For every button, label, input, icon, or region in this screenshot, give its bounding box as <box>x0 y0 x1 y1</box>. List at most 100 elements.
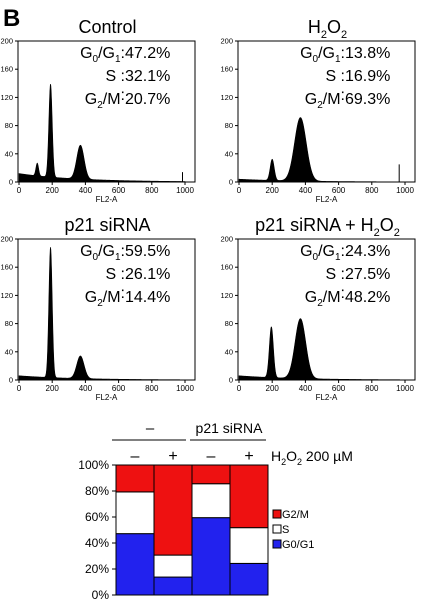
bar-segment <box>191 464 231 485</box>
plot-frame <box>17 40 196 183</box>
legend: G2/M S G0/G1 <box>272 509 314 551</box>
stat-value: 48.2% <box>345 289 390 306</box>
x-tick-label: 800 <box>365 384 379 393</box>
y-tick-label: 0% <box>92 588 110 602</box>
stat-value: 14.4% <box>125 289 170 306</box>
histogram-area <box>18 83 186 183</box>
y-tick-label: 60% <box>85 510 109 524</box>
stat-label: G2/M: <box>85 87 125 111</box>
plot-frame <box>237 40 416 183</box>
x-tick-label: 200 <box>266 384 280 393</box>
stat-value: 32.1% <box>125 68 170 85</box>
stat-label: G2/M: <box>305 285 345 309</box>
stat-label: G0/G1: <box>300 243 345 263</box>
x-tick-label: 600 <box>112 186 126 195</box>
panel-letter: B <box>3 5 20 32</box>
y-tick-label: 80 <box>225 121 233 130</box>
x-tick-label: 200 <box>46 384 60 393</box>
y-tick-label: 40 <box>5 347 13 356</box>
legend-swatch <box>272 539 282 549</box>
bar-segment <box>229 527 269 564</box>
stat-label: G0/G1: <box>80 45 125 65</box>
stat-value: 47.2% <box>125 45 170 62</box>
x-tick-label: 0 <box>237 384 242 393</box>
bar-segment <box>153 554 193 578</box>
y-tick-label: 0 <box>229 376 233 385</box>
legend-label: G2/M <box>282 509 309 521</box>
y-tick-label: 0 <box>9 178 13 187</box>
x-axis-label: FL2-A <box>316 393 338 402</box>
y-tick-label: 120 <box>220 291 233 300</box>
bar-segment <box>229 562 269 596</box>
x-tick-label: 1000 <box>176 384 194 393</box>
stat-value: 26.1% <box>125 266 170 283</box>
bar-segment <box>153 576 193 596</box>
bar-segment <box>115 464 155 493</box>
group-label-control: – <box>146 420 155 437</box>
y-tick-label: 160 <box>0 65 13 74</box>
y-tick-label: 200 <box>220 37 233 46</box>
stat-label: G2/M: <box>305 87 345 111</box>
y-tick-label: 0 <box>229 178 233 187</box>
stat-value: 20.7% <box>125 91 170 108</box>
y-tick-label: 80 <box>5 319 13 328</box>
stat-label: S : <box>325 266 345 283</box>
panel-title: p21 siRNA + H2O2 <box>255 215 400 239</box>
panel-title: H2O2 <box>308 17 347 41</box>
y-tick-label: 40 <box>5 149 13 158</box>
y-tick-label: 200 <box>0 235 13 244</box>
x-tick-label: 0 <box>17 384 22 393</box>
x-tick-label: 0 <box>237 186 242 195</box>
bar-segment <box>153 464 193 556</box>
bar-segment <box>191 517 231 596</box>
y-tick-label: 80 <box>5 121 13 130</box>
y-tick-label: 40 <box>225 347 233 356</box>
stat-label: G0/G1: <box>80 243 125 263</box>
h2o2-dose-label: H2O2 200 µM <box>271 448 353 467</box>
y-tick-label: 20% <box>85 562 109 576</box>
x-tick-label: 400 <box>299 384 313 393</box>
stat-label: S : <box>105 266 125 283</box>
bar-segment <box>191 483 231 519</box>
y-tick-label: 120 <box>220 93 233 102</box>
y-tick-label: 120 <box>0 93 13 102</box>
stat-value: 13.8% <box>345 45 390 62</box>
x-tick-label: 800 <box>145 384 159 393</box>
x-axis-label: FL2-A <box>96 393 118 402</box>
histogram-area <box>238 318 406 381</box>
x-tick-label: 1000 <box>396 186 414 195</box>
histogram-panel: 0 40 80 120 160 200 0 200 400 600 800 1000 FL2-A p21 … <box>220 215 416 402</box>
panel-title: p21 siRNA <box>64 215 150 235</box>
y-tick-label: 40 <box>225 149 233 158</box>
stat-label: S : <box>105 68 125 85</box>
y-tick-label: 100% <box>78 458 109 472</box>
x-tick-label: 800 <box>145 186 159 195</box>
h2o2-sign: + <box>244 448 253 465</box>
x-tick-label: 800 <box>365 186 379 195</box>
y-tick-label: 160 <box>220 263 233 272</box>
x-tick-label: 200 <box>266 186 280 195</box>
group-label-p21: p21 siRNA <box>196 420 264 436</box>
h2o2-sign: – <box>131 448 140 465</box>
legend-label: S <box>282 524 289 536</box>
histogram-panel: 0 40 80 120 160 200 0 200 400 600 800 1000 FL2-A H2O2… <box>220 17 416 204</box>
panel-title: Control <box>78 17 136 37</box>
y-tick-label: 200 <box>0 37 13 46</box>
x-tick-label: 1000 <box>396 384 414 393</box>
y-tick-label: 0 <box>9 376 13 385</box>
histogram-panel: 0 40 80 120 160 200 0 200 400 600 800 1000 FL2-A p21 … <box>0 215 196 402</box>
legend-label: G0/G1 <box>282 539 314 551</box>
y-tick-label: 120 <box>0 291 13 300</box>
x-tick-label: 1000 <box>176 186 194 195</box>
group-header: – p21 siRNA <box>112 420 266 441</box>
x-tick-label: 200 <box>46 186 60 195</box>
stat-value: 59.5% <box>125 243 170 260</box>
stat-value: 27.5% <box>345 266 390 283</box>
x-axis-label: FL2-A <box>316 195 338 204</box>
stat-value: 24.3% <box>345 243 390 260</box>
histogram-panel: 0 40 80 120 160 200 0 200 400 600 800 1000 FL2-A Cont… <box>0 17 196 204</box>
stat-label: S : <box>325 68 345 85</box>
x-axis-label: FL2-A <box>96 195 118 204</box>
stat-value: 69.3% <box>345 91 390 108</box>
